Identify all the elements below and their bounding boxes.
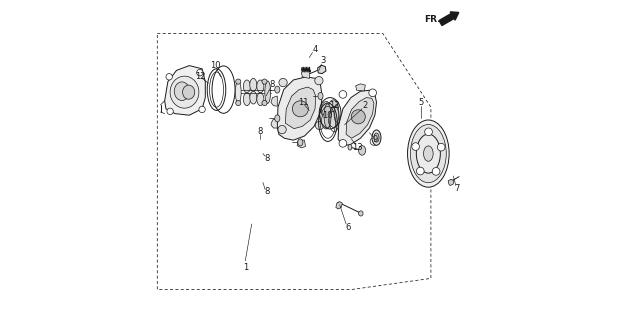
Ellipse shape: [329, 100, 338, 116]
Circle shape: [199, 106, 205, 113]
Text: 8: 8: [270, 80, 275, 89]
Text: 2: 2: [362, 101, 368, 110]
Text: 12: 12: [329, 101, 339, 110]
Polygon shape: [336, 202, 342, 209]
Text: 8: 8: [264, 188, 269, 196]
Ellipse shape: [298, 139, 303, 146]
Ellipse shape: [275, 86, 280, 93]
Ellipse shape: [243, 93, 251, 106]
Text: 12: 12: [194, 72, 205, 81]
Circle shape: [315, 76, 323, 85]
Polygon shape: [285, 87, 316, 129]
Polygon shape: [448, 179, 454, 186]
Circle shape: [339, 140, 347, 147]
Text: 9: 9: [372, 135, 378, 144]
Ellipse shape: [170, 76, 199, 108]
Circle shape: [425, 128, 432, 136]
Ellipse shape: [182, 85, 195, 99]
Polygon shape: [301, 70, 310, 78]
Circle shape: [262, 100, 267, 106]
Circle shape: [279, 78, 288, 87]
Polygon shape: [297, 140, 306, 148]
Circle shape: [197, 69, 203, 76]
Ellipse shape: [424, 146, 433, 161]
Circle shape: [236, 79, 241, 84]
Ellipse shape: [334, 104, 339, 122]
Ellipse shape: [321, 101, 331, 117]
Circle shape: [262, 79, 267, 84]
Ellipse shape: [275, 115, 280, 122]
Circle shape: [412, 143, 419, 150]
Ellipse shape: [348, 144, 352, 150]
Polygon shape: [271, 96, 278, 106]
Ellipse shape: [243, 80, 251, 93]
Polygon shape: [164, 66, 205, 115]
Polygon shape: [271, 118, 278, 128]
Ellipse shape: [408, 120, 449, 187]
Circle shape: [351, 110, 365, 124]
Ellipse shape: [359, 211, 363, 216]
Text: 3: 3: [320, 56, 326, 65]
Text: 8: 8: [258, 127, 263, 136]
Circle shape: [167, 108, 173, 115]
Ellipse shape: [265, 81, 271, 103]
Polygon shape: [338, 90, 376, 146]
Text: 8: 8: [264, 154, 269, 163]
Ellipse shape: [257, 93, 264, 106]
Text: 1: 1: [242, 263, 248, 272]
Circle shape: [278, 125, 286, 134]
Ellipse shape: [372, 130, 381, 145]
Circle shape: [236, 100, 241, 106]
Circle shape: [438, 143, 445, 151]
Ellipse shape: [359, 146, 366, 155]
Ellipse shape: [324, 104, 331, 128]
Text: FR.: FR.: [424, 15, 441, 24]
Circle shape: [339, 91, 347, 98]
Polygon shape: [278, 77, 322, 140]
Text: 13: 13: [352, 143, 362, 152]
Text: 11: 11: [298, 98, 308, 107]
Circle shape: [432, 168, 440, 175]
Text: 5: 5: [419, 98, 424, 107]
Text: 10: 10: [322, 111, 332, 120]
Ellipse shape: [411, 124, 446, 183]
Circle shape: [292, 101, 308, 117]
Text: 7: 7: [454, 184, 460, 193]
FancyArrow shape: [439, 12, 459, 26]
Ellipse shape: [250, 78, 257, 91]
Polygon shape: [356, 84, 365, 91]
Circle shape: [316, 121, 324, 130]
Ellipse shape: [321, 113, 331, 129]
Circle shape: [416, 167, 424, 175]
Polygon shape: [346, 98, 374, 138]
Ellipse shape: [257, 80, 264, 93]
Ellipse shape: [236, 81, 241, 103]
Text: 10: 10: [209, 61, 220, 70]
Ellipse shape: [416, 134, 441, 173]
Circle shape: [369, 89, 376, 97]
Ellipse shape: [374, 133, 379, 142]
Ellipse shape: [329, 111, 338, 127]
Text: 6: 6: [345, 223, 351, 232]
Circle shape: [166, 74, 172, 80]
Text: 4: 4: [312, 45, 318, 54]
Ellipse shape: [318, 92, 323, 100]
Ellipse shape: [250, 91, 257, 104]
Circle shape: [370, 138, 378, 145]
Ellipse shape: [174, 82, 189, 100]
Polygon shape: [318, 65, 326, 74]
